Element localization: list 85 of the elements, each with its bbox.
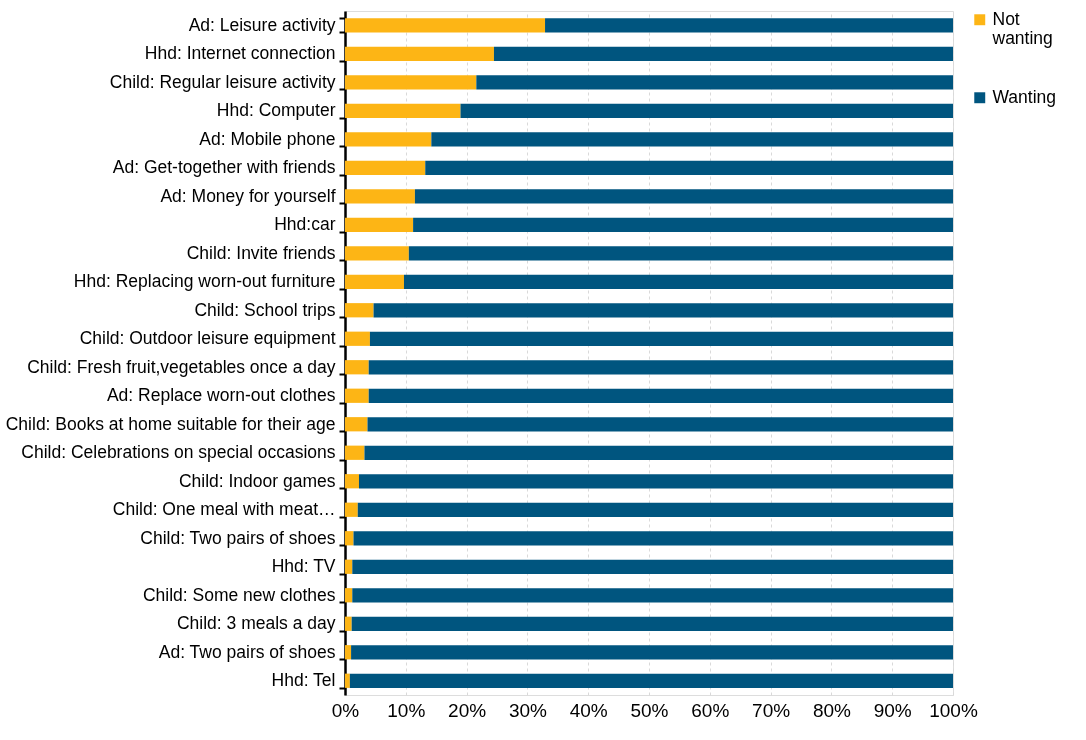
bar	[403, 274, 953, 289]
y-tick-label: Child: 3 meals a day	[176, 613, 336, 634]
bar	[345, 331, 370, 346]
bar	[368, 360, 953, 375]
bar	[476, 75, 953, 90]
y-tick-label: Hhd: Computer	[216, 100, 336, 121]
bar	[345, 189, 415, 204]
bar	[345, 474, 359, 489]
x-tick-label: 80%	[812, 699, 852, 721]
bar	[357, 502, 953, 517]
y-tick-label: Child: Indoor games	[178, 470, 336, 491]
bar	[369, 331, 953, 346]
y-tick-label: Hhd: Tel	[271, 670, 336, 691]
bar	[431, 132, 953, 147]
bar	[345, 160, 426, 175]
y-tick-label: Ad: Replace worn-out clothes	[106, 385, 336, 406]
y-tick-label: Ad: Mobile phone	[199, 128, 336, 149]
bar	[425, 160, 953, 175]
legend-label: Not wanting	[991, 8, 1053, 49]
y-tick-label: Ad: Leisure activity	[188, 14, 336, 35]
y-tick-label: Child: School trips	[194, 299, 336, 320]
y-tick-label: Child: Invite friends	[186, 242, 336, 263]
bar	[345, 360, 369, 375]
bar	[345, 616, 352, 631]
bar	[345, 645, 352, 660]
bar	[545, 18, 953, 33]
bar	[345, 559, 353, 574]
y-tick-label: Child: Some new clothes	[142, 584, 336, 605]
y-tick-label: Ad: Get-together with friends	[112, 157, 336, 178]
x-tick-label: 40%	[569, 699, 608, 721]
bar	[352, 559, 953, 574]
y-tick-label: Child: Two pairs of shoes	[140, 527, 336, 548]
x-tick-label: 30%	[508, 699, 548, 721]
x-tick-label: 100%	[929, 699, 978, 721]
bar	[345, 217, 414, 232]
bar	[345, 531, 354, 546]
bar	[345, 18, 546, 33]
bar	[345, 502, 358, 517]
bar	[345, 388, 369, 403]
bar	[345, 274, 404, 289]
bar	[413, 217, 953, 232]
bar	[345, 246, 409, 261]
y-tick-label: Ad: Two pairs of shoes	[158, 641, 336, 662]
y-tick-label: Child: Books at home suitable for their age	[5, 413, 336, 434]
bar	[368, 388, 953, 403]
bar	[345, 417, 368, 432]
bar	[352, 588, 953, 603]
legend-label: Wanting	[992, 86, 1057, 107]
y-tick-label: Hhd: Replacing worn-out furniture	[73, 271, 336, 292]
bar	[358, 474, 953, 489]
x-tick-label: 20%	[448, 699, 487, 721]
y-tick-label: Child: Regular leisure activity	[109, 71, 336, 92]
bar	[367, 417, 953, 432]
bar	[349, 673, 953, 688]
bar	[345, 588, 353, 603]
bar	[345, 445, 365, 460]
y-tick-label: Hhd:car	[274, 214, 336, 235]
x-tick-label: 90%	[873, 699, 912, 721]
bar	[345, 673, 350, 688]
bar	[364, 445, 953, 460]
y-tick-label: Child: Celebrations on special occasions	[21, 442, 336, 463]
bar	[351, 645, 953, 660]
bar	[345, 303, 374, 318]
bar	[408, 246, 953, 261]
bar	[345, 46, 494, 61]
bar	[345, 75, 477, 90]
y-tick-label: Hhd: TV	[271, 556, 336, 577]
x-tick-label: 60%	[691, 699, 730, 721]
x-tick-label: 10%	[387, 699, 426, 721]
bar	[493, 46, 953, 61]
bar	[460, 103, 953, 118]
bar	[414, 189, 953, 204]
x-tick-label: 70%	[752, 699, 791, 721]
y-tick-label: Child: Fresh fruit,vegetables once a day	[27, 356, 336, 377]
x-tick-label: 0%	[331, 699, 360, 721]
bar	[351, 616, 953, 631]
bar	[373, 303, 953, 318]
y-tick-label: Ad: Money for yourself	[160, 185, 336, 206]
bar	[353, 531, 953, 546]
bar	[345, 132, 432, 147]
bar	[345, 103, 461, 118]
x-tick-label: 50%	[630, 699, 669, 721]
y-tick-label: Hhd: Internet connection	[144, 43, 336, 64]
y-tick-label: Child: One meal with meat…	[112, 499, 336, 520]
y-tick-label: Child: Outdoor leisure equipment	[79, 328, 336, 349]
